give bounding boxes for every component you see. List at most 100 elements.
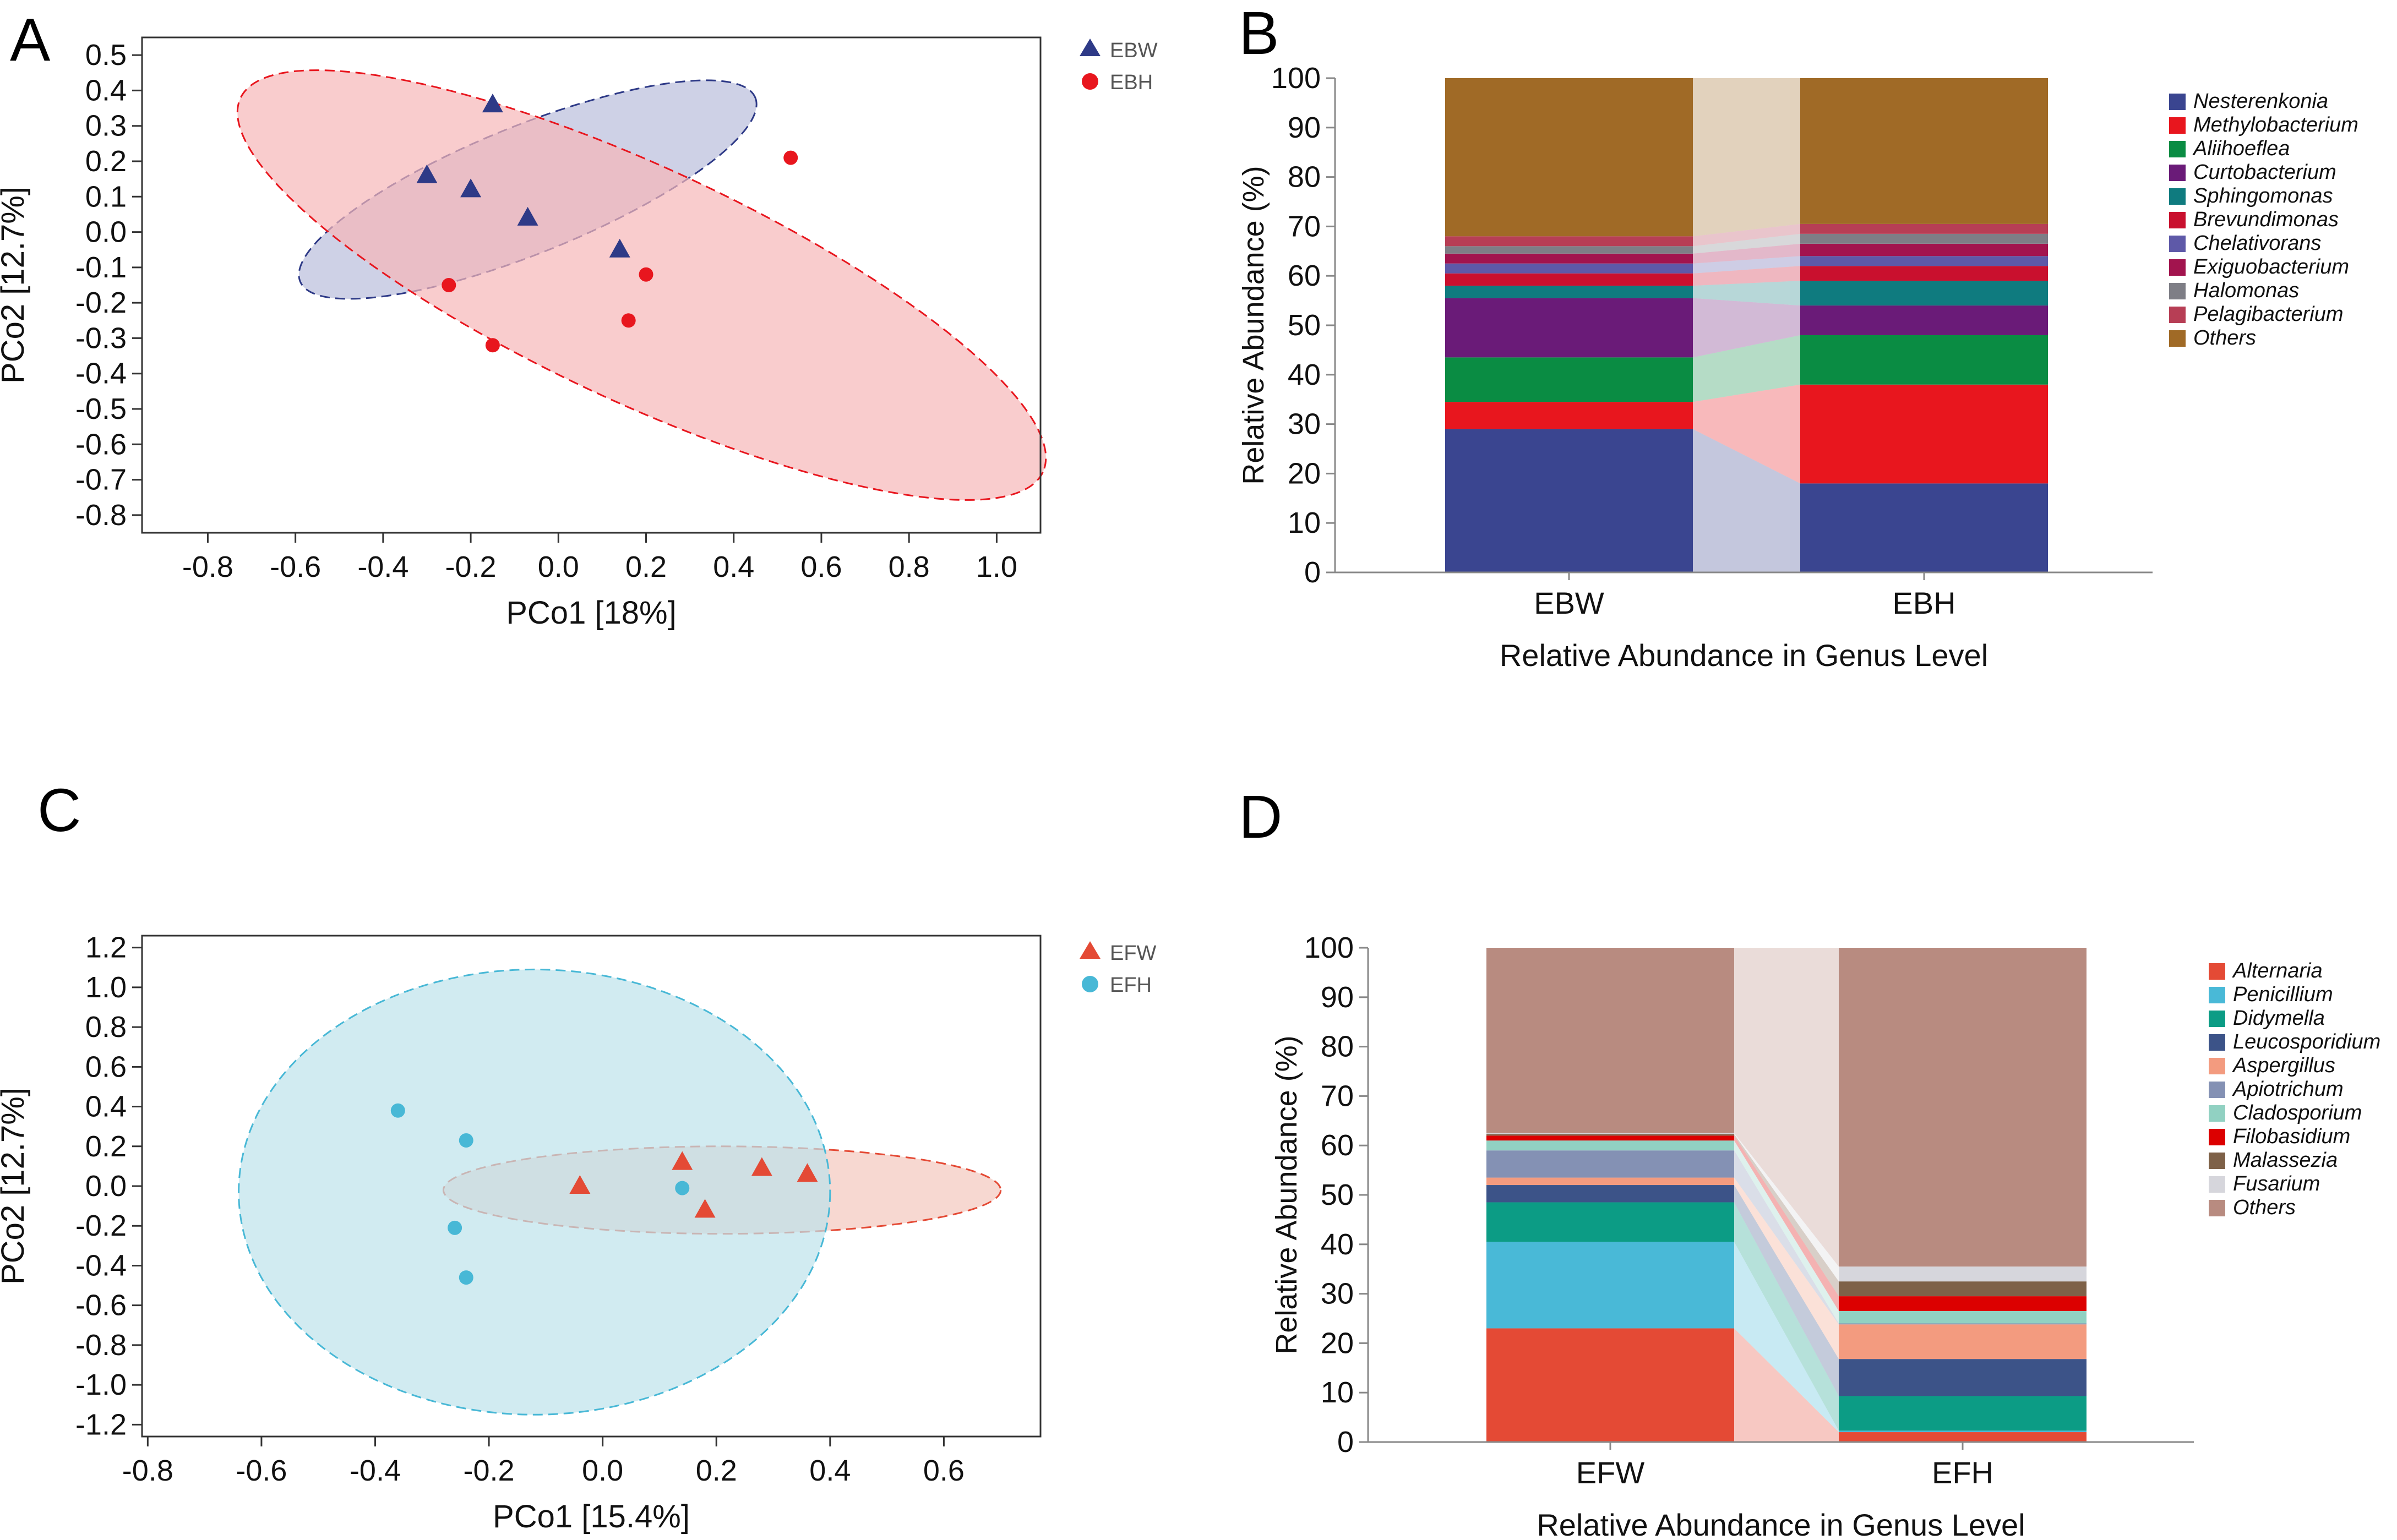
y-tick-label: 10 bbox=[1288, 506, 1321, 539]
data-point-ebw bbox=[416, 164, 438, 183]
connector-band-halomonas bbox=[1693, 233, 1800, 254]
y-tick-label: -0.2 bbox=[75, 286, 127, 319]
x-tick-label: 0.0 bbox=[582, 1454, 623, 1487]
legend-label-others: Others bbox=[2233, 1196, 2296, 1219]
y-tick-label: 30 bbox=[1288, 408, 1321, 441]
y-tick-label: 0.1 bbox=[85, 180, 127, 213]
x-tick-label: -0.4 bbox=[350, 1454, 401, 1487]
bar-segment-efw-didymella bbox=[1486, 1202, 1734, 1242]
legend-swatch-exiguobacterium bbox=[2169, 259, 2186, 276]
bar-segment-ebw-pelagibacterium bbox=[1445, 236, 1693, 247]
y-tick-label: 50 bbox=[1321, 1178, 1354, 1211]
bar-segment-efh-aspergillus bbox=[1839, 1324, 2087, 1359]
y-tick-label: -0.4 bbox=[75, 1249, 127, 1282]
connector-band-others bbox=[1734, 948, 1839, 1267]
legend-label-didymella: Didymella bbox=[2233, 1007, 2325, 1030]
bar-segment-ebh-curtobacterium bbox=[1800, 305, 2048, 335]
data-point-efh bbox=[448, 1220, 462, 1235]
bar-segment-efh-didymella bbox=[1839, 1396, 2087, 1431]
bar-segment-ebh-methylobacterium bbox=[1800, 384, 2048, 484]
connector-band-filobasidium bbox=[1734, 1135, 1839, 1312]
data-point-ebw bbox=[460, 178, 482, 198]
legend-label-cladosporium: Cladosporium bbox=[2233, 1101, 2362, 1124]
bar-segment-ebh-halomonas bbox=[1800, 233, 2048, 244]
connector-band-didymella bbox=[1734, 1202, 1839, 1431]
legend-swatch-pelagibacterium bbox=[2169, 307, 2186, 323]
bar-segment-ebh-sphingomonas bbox=[1800, 281, 2048, 306]
data-point-efh bbox=[459, 1133, 473, 1148]
bar-segment-ebw-others bbox=[1445, 78, 1693, 237]
y-tick-label: 20 bbox=[1288, 457, 1321, 490]
x-tick-label: 0.0 bbox=[538, 550, 579, 583]
y-tick-label: 40 bbox=[1321, 1228, 1354, 1261]
connector-band-penicillium bbox=[1734, 1242, 1839, 1433]
y-tick-label: 1.0 bbox=[85, 971, 127, 1004]
x-tick-label: -0.8 bbox=[182, 550, 233, 583]
legend-swatch-others bbox=[2209, 1200, 2225, 1216]
legend-label-curtobacterium: Curtobacterium bbox=[2193, 161, 2336, 184]
y-tick-label: 0.5 bbox=[85, 39, 127, 72]
confidence-ellipse-efh bbox=[238, 968, 831, 1416]
y-tick-label: 20 bbox=[1321, 1326, 1354, 1359]
connector-band-others bbox=[1693, 78, 1800, 237]
data-point-efw bbox=[694, 1199, 716, 1218]
bar-segment-ebw-nesterenkonia bbox=[1445, 429, 1693, 572]
bar-segment-ebw-exiguobacterium bbox=[1445, 253, 1693, 264]
legend-swatch-brevundimonas bbox=[2169, 212, 2186, 228]
legend-swatch-aliihoeflea bbox=[2169, 141, 2186, 157]
legend-swatch-sphingomonas bbox=[2169, 188, 2186, 205]
x-tick-label: 0.4 bbox=[809, 1454, 851, 1487]
bar-segment-efw-apiotrichum bbox=[1486, 1150, 1734, 1178]
y-tick-label: 0.3 bbox=[85, 110, 127, 143]
y-tick-label: -0.3 bbox=[75, 321, 127, 354]
bar-segment-efw-filobasidium bbox=[1486, 1135, 1734, 1141]
y-tick-label: 0.0 bbox=[85, 1170, 127, 1203]
legend-label-alternaria: Alternaria bbox=[2232, 959, 2323, 982]
y-tick-label: 80 bbox=[1321, 1030, 1354, 1063]
y-tick-label: 60 bbox=[1288, 259, 1321, 292]
y-axis-title: PCo2 [12.7%] bbox=[0, 1088, 31, 1285]
y-axis-title: Relative Abundance (%) bbox=[1270, 1035, 1303, 1354]
y-tick-label: 70 bbox=[1288, 210, 1321, 243]
panel-a-pcoa-plot: -0.8 -0.6 -0.4 -0.2 0.0 0.2 0.4 0.6 0.8 1.00.50.4… bbox=[0, 36, 1158, 631]
y-tick-label: 0.4 bbox=[85, 74, 127, 107]
bar-segment-ebh-pelagibacterium bbox=[1800, 223, 2048, 234]
legend-marker-efw bbox=[1080, 941, 1101, 959]
bar-segment-efw-malassezia bbox=[1486, 1134, 1734, 1136]
legend-marker-ebh bbox=[1082, 73, 1098, 90]
legend-label-ebh: EBH bbox=[1110, 71, 1153, 94]
legend-label-sphingomonas: Sphingomonas bbox=[2193, 184, 2333, 207]
bar-segment-efh-alternaria bbox=[1839, 1432, 2087, 1442]
panel-label-d: D bbox=[1239, 783, 1282, 851]
y-tick-label: -0.4 bbox=[75, 357, 127, 390]
bar-segment-efw-penicillium bbox=[1486, 1242, 1734, 1329]
category-label-efw: EFW bbox=[1576, 1455, 1645, 1490]
data-point-efw bbox=[569, 1175, 591, 1194]
x-axis-title: Relative Abundance in Genus Level bbox=[1537, 1508, 2025, 1540]
bar-segment-efh-apiotrichum bbox=[1839, 1323, 2087, 1325]
y-tick-label: 50 bbox=[1288, 309, 1321, 342]
connector-band-nesterenkonia bbox=[1693, 429, 1800, 572]
bar-segment-ebh-brevundimonas bbox=[1800, 266, 2048, 281]
y-tick-label: 0.2 bbox=[85, 145, 127, 178]
category-label-efh: EFH bbox=[1932, 1455, 1993, 1490]
y-tick-label: 40 bbox=[1288, 358, 1321, 391]
legend-swatch-cladosporium bbox=[2209, 1105, 2225, 1122]
y-tick-label: -0.2 bbox=[75, 1209, 127, 1242]
legend-swatch-leucosporidium bbox=[2209, 1034, 2225, 1051]
y-tick-label: 10 bbox=[1321, 1376, 1354, 1409]
legend-label-pelagibacterium: Pelagibacterium bbox=[2193, 303, 2343, 326]
bar-segment-efh-penicillium bbox=[1839, 1430, 2087, 1433]
y-tick-label: -1.2 bbox=[75, 1408, 127, 1441]
panel-label-a: A bbox=[10, 6, 51, 74]
legend-label-penicillium: Penicillium bbox=[2233, 983, 2333, 1006]
x-axis-title: Relative Abundance in Genus Level bbox=[1500, 638, 1988, 673]
legend-label-methylobacterium: Methylobacterium bbox=[2193, 113, 2358, 136]
y-axis-title: Relative Abundance (%) bbox=[1237, 166, 1270, 484]
x-axis-title: PCo1 [15.4%] bbox=[493, 1499, 690, 1534]
connector-band-methylobacterium bbox=[1693, 384, 1800, 484]
connector-band-malassezia bbox=[1734, 1134, 1839, 1297]
legend-label-others: Others bbox=[2193, 326, 2256, 349]
legend-label-exiguobacterium: Exiguobacterium bbox=[2193, 255, 2349, 278]
